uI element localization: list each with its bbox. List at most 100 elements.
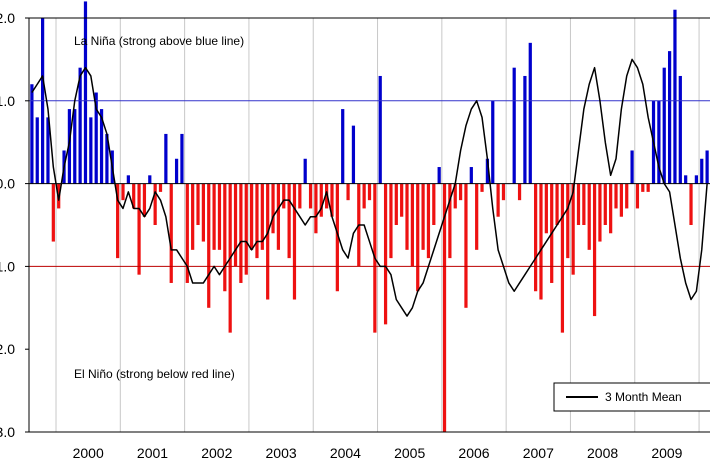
bar — [346, 183, 350, 201]
bar — [410, 183, 414, 267]
bar — [137, 183, 141, 275]
axes — [28, 17, 710, 433]
bar — [625, 183, 629, 209]
bar — [196, 183, 200, 225]
bar — [485, 158, 490, 184]
bar — [287, 183, 291, 259]
bar — [667, 51, 672, 184]
bar — [212, 183, 216, 250]
bar — [217, 183, 222, 250]
bar — [30, 84, 34, 184]
bar — [362, 183, 366, 209]
bar — [250, 183, 254, 250]
bar — [341, 109, 345, 184]
bar — [635, 183, 640, 209]
x-tick-labels: 2000 2001 2002 2003 2004 2005 2006 2007 2008 2009… — [73, 445, 683, 461]
bar — [400, 183, 404, 217]
bar — [46, 117, 50, 184]
bar — [132, 183, 136, 209]
bar — [201, 183, 205, 242]
bar — [592, 183, 597, 317]
bar — [501, 183, 506, 201]
bar — [705, 150, 709, 184]
bar — [99, 109, 104, 184]
bar — [700, 158, 704, 184]
y-tick-label: 2.0 — [0, 10, 15, 26]
y-tick-label: 1.0 — [0, 258, 15, 274]
bar — [174, 158, 179, 184]
bar — [534, 183, 538, 292]
bar — [442, 183, 447, 432]
bar — [244, 183, 248, 275]
bar — [614, 183, 618, 209]
bar — [89, 117, 93, 184]
bar — [496, 183, 500, 217]
bar — [239, 183, 243, 283]
bar — [458, 183, 463, 201]
x-tick-label: 2002 — [201, 445, 232, 461]
y-tick-label: 2.0 — [0, 341, 15, 357]
y-tick-label: 0.0 — [0, 176, 15, 192]
y-tick-labels: 3.0 2.0 1.0 0.0 1.0 2.0 — [0, 10, 29, 440]
bar — [517, 183, 522, 201]
anomaly-bars — [30, 1, 709, 432]
threshold-lines — [29, 100, 710, 267]
bar — [233, 183, 238, 267]
x-tick-label: 2007 — [523, 445, 554, 461]
bar — [657, 100, 661, 184]
x-tick-label: 2005 — [394, 445, 425, 461]
bar — [276, 183, 281, 250]
bar — [619, 183, 623, 217]
x-tick-label: 2000 — [73, 445, 104, 461]
bar — [416, 183, 420, 292]
bar — [121, 183, 125, 201]
bar — [464, 183, 468, 308]
bar — [153, 183, 157, 225]
bar — [560, 183, 565, 333]
bar — [94, 92, 98, 184]
bar — [437, 167, 441, 184]
bar — [292, 183, 297, 300]
bar — [394, 183, 398, 225]
bar — [673, 9, 677, 184]
bar — [314, 183, 318, 234]
bar — [330, 183, 334, 217]
bar — [308, 183, 313, 209]
bar — [35, 117, 39, 184]
bar — [255, 183, 259, 259]
mean-line-layer — [31, 58, 708, 317]
x-tick-label: 2001 — [137, 445, 168, 461]
bar — [78, 67, 82, 184]
x-tick-label: 2008 — [587, 445, 618, 461]
bar — [271, 183, 275, 234]
bar — [448, 183, 452, 259]
bar — [405, 183, 409, 250]
bar — [694, 175, 698, 184]
mean-line — [31, 58, 708, 317]
x-tick-label: 2006 — [458, 445, 489, 461]
bar — [480, 183, 484, 192]
bar — [335, 183, 339, 292]
bar — [169, 183, 173, 283]
bar — [528, 42, 532, 184]
bar — [126, 175, 130, 184]
bar — [598, 183, 602, 242]
bar — [260, 183, 264, 250]
bar — [383, 183, 388, 325]
bar — [544, 183, 548, 234]
bar — [555, 183, 559, 225]
bar — [689, 183, 693, 225]
bar — [73, 109, 77, 184]
bar — [475, 183, 479, 250]
bar — [298, 183, 302, 209]
bar — [105, 133, 109, 184]
bar — [303, 158, 307, 184]
bar — [512, 67, 516, 184]
vertical-grid — [55, 18, 700, 432]
bar — [453, 183, 457, 209]
x-tick-label: 2009 — [651, 445, 682, 461]
x-tick-label: 2004 — [330, 445, 361, 461]
bar — [319, 183, 323, 217]
bar — [67, 109, 72, 184]
bar — [609, 183, 613, 234]
